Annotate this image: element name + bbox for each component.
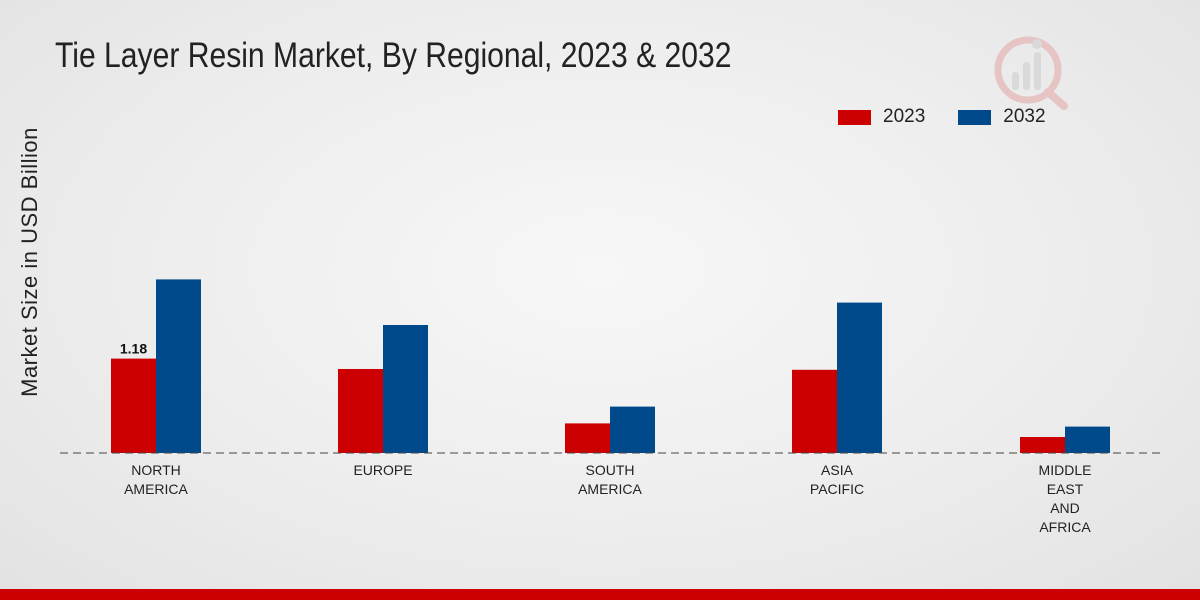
legend-label-2032: 2032 (1003, 106, 1046, 127)
x-tick-label: ASIA PACIFIC (810, 462, 864, 497)
legend-item-2032: 2032 (958, 106, 1046, 128)
bars-group (111, 279, 1110, 453)
x-tick-label: SOUTH AMERICA (578, 462, 642, 497)
legend-label-2023: 2023 (883, 106, 926, 127)
bar-2023-europe (338, 369, 383, 453)
x-tick-label: MIDDLE EAST AND AFRICA (1039, 462, 1092, 535)
bar-2023-north-america (111, 358, 156, 453)
legend-item-2023: 2023 (838, 106, 925, 128)
bar-2032-north-america (156, 279, 201, 453)
bar-2032-asia-pacific (837, 302, 882, 453)
bar-2032-middle-east-and-africa (1065, 426, 1110, 453)
brand-logo-icon (994, 36, 1068, 110)
legend-swatch-2032 (958, 109, 992, 125)
bar-2023-south-america (565, 423, 610, 453)
data-label: 1.18 (120, 341, 147, 357)
footer-bar (0, 589, 1200, 600)
bar-2023-asia-pacific (792, 369, 837, 453)
bar-2032-europe (383, 325, 428, 453)
legend-swatch-2023 (838, 109, 871, 125)
x-tick-label: NORTH AMERICA (124, 462, 188, 497)
x-tick-label: EUROPE (353, 462, 412, 478)
chart-legend: 2023 2032 (838, 106, 1079, 128)
chart-title: Tie Layer Resin Market, By Regional, 202… (55, 36, 732, 75)
bar-2023-middle-east-and-africa (1020, 437, 1065, 453)
bar-2032-south-america (610, 406, 655, 453)
labels-group: NORTH AMERICA EUROPE SOUTH AMERICA ASIA PACIFI… (120, 341, 1092, 535)
